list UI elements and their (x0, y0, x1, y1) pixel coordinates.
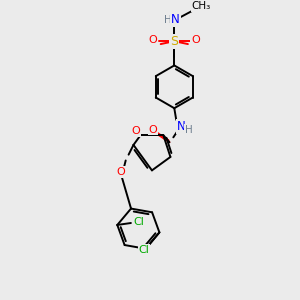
Text: O: O (148, 124, 157, 135)
Text: N: N (171, 13, 180, 26)
Text: Cl: Cl (138, 245, 149, 255)
Text: O: O (191, 35, 200, 45)
Text: O: O (131, 126, 140, 136)
Text: CH₃: CH₃ (192, 1, 211, 11)
Text: O: O (116, 167, 125, 177)
Text: H: H (185, 124, 193, 135)
Text: Cl: Cl (133, 217, 144, 227)
Text: H: H (164, 15, 171, 25)
Text: O: O (148, 35, 157, 45)
Text: N: N (177, 120, 185, 133)
Text: S: S (170, 35, 178, 48)
